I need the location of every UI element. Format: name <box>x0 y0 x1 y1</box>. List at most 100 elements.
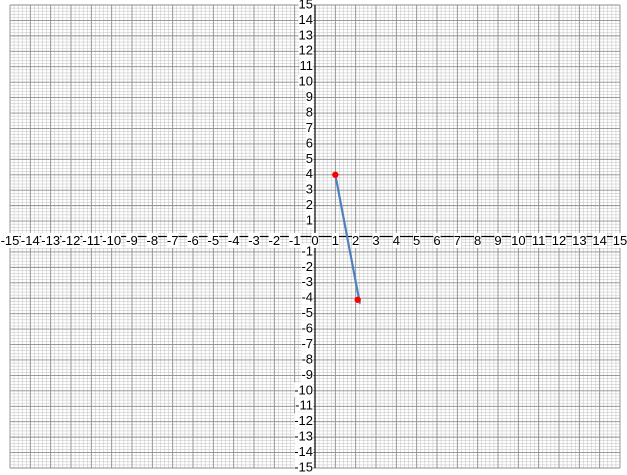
y-tick-label-background <box>294 459 313 475</box>
y-tick-label: -8 <box>301 351 313 366</box>
y-tick-label: -4 <box>301 290 313 305</box>
x-tick-label: -2 <box>269 233 281 248</box>
x-tick-label-background <box>268 232 281 248</box>
x-tick-label: 14 <box>592 233 606 248</box>
x-tick-label: 2 <box>352 233 359 248</box>
y-tick-label-background <box>305 89 313 105</box>
x-tick-label: 1 <box>332 233 339 248</box>
x-tick-label-background <box>413 232 421 248</box>
x-tick-label-background <box>572 232 587 248</box>
x-tick-label-background <box>433 232 441 248</box>
y-tick-label: -11 <box>295 398 313 413</box>
x-tick-label: -6 <box>187 233 199 248</box>
y-tick-label: -13 <box>294 429 313 444</box>
x-tick-label: -13 <box>41 233 60 248</box>
y-tick-label-background <box>301 335 313 351</box>
y-tick-label-background <box>294 413 313 429</box>
x-tick-label: -10 <box>102 233 121 248</box>
y-tick-label-background <box>299 58 313 74</box>
y-tick-label: 4 <box>306 166 313 181</box>
y-tick-label: 3 <box>306 182 313 197</box>
y-tick-label: 5 <box>306 151 313 166</box>
y-tick-label-background <box>301 289 313 305</box>
y-tick-label-background <box>294 382 313 398</box>
x-tick-label-background <box>474 232 482 248</box>
y-tick-label-background <box>301 305 313 321</box>
y-tick-label-background <box>295 397 313 413</box>
y-tick-label: -5 <box>301 305 313 320</box>
x-tick-label-background <box>352 232 360 248</box>
y-tick-label-background <box>298 73 313 89</box>
x-tick-label: 0 <box>311 233 318 248</box>
x-tick-label-background <box>511 232 526 248</box>
y-tick-label: 9 <box>306 89 313 104</box>
y-tick-label-background <box>298 0 313 12</box>
y-tick-label: 6 <box>306 135 313 150</box>
x-tick-label: -15 <box>1 233 20 248</box>
y-tick-label: 11 <box>300 58 314 73</box>
y-tick-label-background <box>298 42 313 58</box>
y-tick-label: 1 <box>306 213 313 228</box>
y-tick-label: -15 <box>294 459 313 474</box>
y-tick-label-background <box>305 166 313 182</box>
x-tick-label-background <box>82 232 101 248</box>
y-tick-label: -12 <box>294 413 313 428</box>
y-tick-label-background <box>305 150 313 166</box>
y-tick-label-background <box>305 181 313 197</box>
x-tick-label-background <box>288 232 301 248</box>
y-tick-label: 14 <box>299 12 313 27</box>
x-tick-label: -9 <box>126 233 138 248</box>
y-tick-label: 8 <box>306 104 313 119</box>
y-tick-label: 7 <box>306 120 313 135</box>
x-tick-label-background <box>494 232 502 248</box>
y-tick-label: -7 <box>301 336 313 351</box>
x-tick-label-background <box>41 232 61 248</box>
y-tick-label-background <box>301 243 313 259</box>
x-tick-label: 7 <box>454 233 461 248</box>
x-tick-label-background <box>227 232 240 248</box>
y-tick-label: 15 <box>299 0 313 11</box>
x-tick-label: -3 <box>248 233 260 248</box>
x-tick-label-background <box>248 232 260 248</box>
y-tick-label-background <box>298 11 313 27</box>
x-tick-label: 6 <box>433 233 440 248</box>
y-tick-label: -14 <box>294 444 313 459</box>
x-tick-label-background <box>61 232 81 248</box>
y-tick-label-background <box>305 197 313 213</box>
y-tick-label: -3 <box>301 274 313 289</box>
x-tick-label-background <box>531 232 546 248</box>
y-tick-label: -2 <box>301 259 313 274</box>
y-tick-label-background <box>301 274 313 290</box>
series-line <box>334 173 361 304</box>
data-point <box>354 296 361 303</box>
y-tick-label-background <box>305 119 313 135</box>
y-tick-label-background <box>305 135 313 151</box>
x-tick-label: 10 <box>511 233 525 248</box>
x-tick-label-background <box>20 232 40 248</box>
y-tick-label-background <box>294 444 313 460</box>
y-tick-label-background <box>298 27 313 43</box>
y-tick-label-background <box>301 258 313 274</box>
x-tick-label: 5 <box>413 233 420 248</box>
x-tick-label-background <box>207 232 220 248</box>
x-tick-label: -4 <box>228 233 240 248</box>
x-tick-label: -8 <box>147 233 159 248</box>
y-tick-label: -9 <box>301 367 313 382</box>
x-tick-label-background <box>551 232 567 248</box>
y-tick-label: 2 <box>306 197 313 212</box>
x-tick-label: 4 <box>393 233 400 248</box>
x-tick-label-background <box>612 232 627 248</box>
x-tick-label: 3 <box>372 233 379 248</box>
x-tick-label-background <box>592 232 607 248</box>
y-tick-label: -10 <box>294 382 313 397</box>
y-tick-label: 13 <box>299 27 313 42</box>
y-tick-label-background <box>305 104 313 120</box>
x-tick-label: -12 <box>62 233 81 248</box>
data-point <box>332 171 339 178</box>
x-tick-label: -7 <box>167 233 179 248</box>
y-tick-label-background <box>294 428 313 444</box>
x-tick-label: 11 <box>532 233 546 248</box>
x-tick-label: 12 <box>552 233 566 248</box>
x-tick-label: 13 <box>572 233 586 248</box>
plot-series <box>332 171 361 304</box>
